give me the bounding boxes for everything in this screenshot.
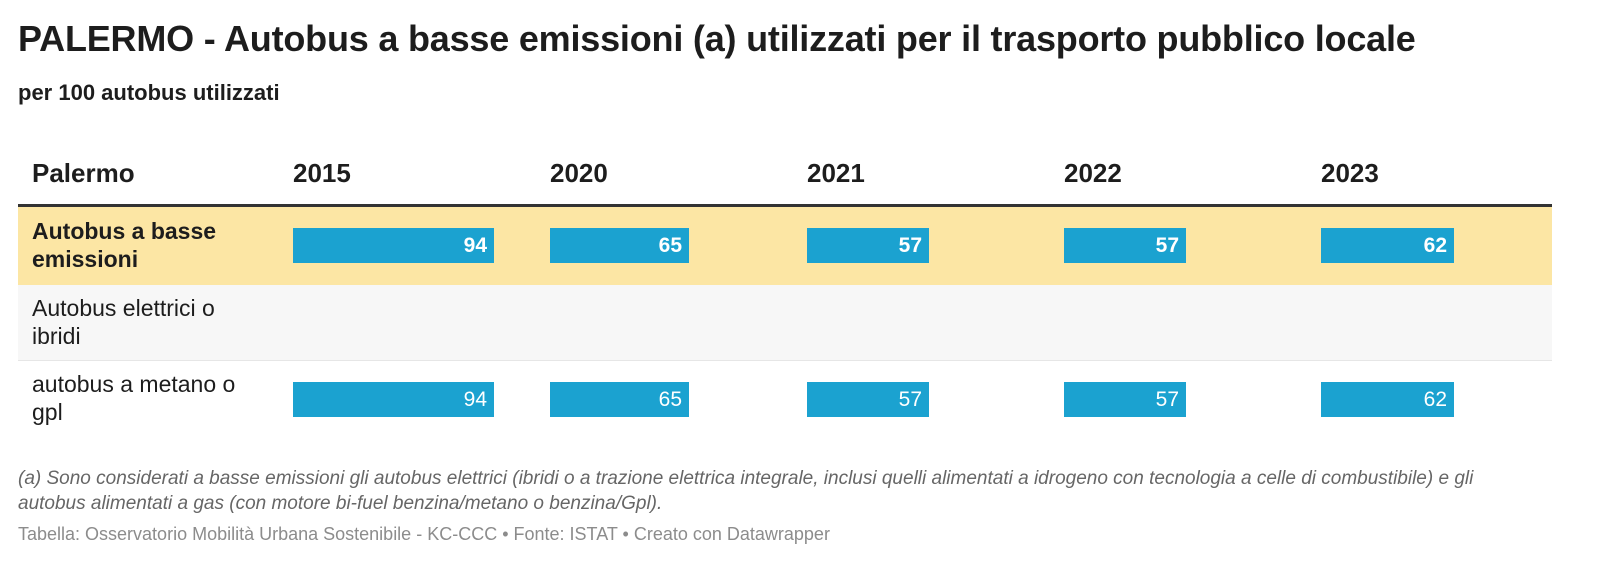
bar: 62: [1321, 228, 1454, 263]
bar: 57: [807, 228, 929, 263]
bar: 57: [1064, 228, 1186, 263]
source-credit: Tabella: Osservatorio Mobilità Urbana So…: [18, 524, 830, 544]
bar: 57: [1064, 382, 1186, 417]
footnote: (a) Sono considerati a basse emissioni g…: [18, 468, 1474, 514]
bar-value-label: 57: [1155, 388, 1179, 411]
bar: 57: [807, 382, 929, 417]
header-year: 2022: [1064, 158, 1122, 188]
bar-value-label: 94: [463, 234, 487, 257]
bar-value-label: 57: [898, 234, 922, 257]
row-label: autobus a metano o gpl: [32, 371, 236, 425]
header-year: 2023: [1321, 158, 1379, 188]
row-label: Autobus elettrici o ibridi: [32, 295, 215, 349]
bar-value-label: 62: [1423, 234, 1447, 257]
bar-value-label: 57: [898, 388, 922, 411]
chart-subtitle: per 100 autobus utilizzati: [18, 80, 280, 105]
bar: 94: [293, 228, 494, 263]
table-row: autobus a metano o gpl 94 65 57 57 62: [18, 361, 1552, 436]
data-table: Palermo 2015 2020 2021 2022 2023 Autobus…: [18, 148, 1552, 436]
bar: 65: [550, 228, 689, 263]
bar: 65: [550, 382, 689, 417]
header-year: 2021: [807, 158, 865, 188]
bar-value-label: 65: [658, 234, 682, 257]
header-label: Palermo: [32, 158, 135, 188]
table-header: Palermo 2015 2020 2021 2022 2023: [18, 148, 1552, 207]
bar-value-label: 57: [1155, 234, 1179, 257]
bar-value-label: 94: [463, 388, 487, 411]
bar-value-label: 65: [658, 388, 682, 411]
chart-title: PALERMO - Autobus a basse emissioni (a) …: [18, 18, 1416, 59]
header-year: 2020: [550, 158, 608, 188]
bar-value-label: 62: [1423, 388, 1447, 411]
header-year: 2015: [293, 158, 351, 188]
row-label: Autobus a basse emissioni: [32, 218, 217, 272]
table-row: Autobus a basse emissioni 94 65 57 57 62: [18, 207, 1552, 285]
bar: 94: [293, 382, 494, 417]
bar: 62: [1321, 382, 1454, 417]
table-row: Autobus elettrici o ibridi: [18, 285, 1552, 361]
table-body: Autobus a basse emissioni 94 65 57 57 62 Autob…: [18, 207, 1552, 436]
